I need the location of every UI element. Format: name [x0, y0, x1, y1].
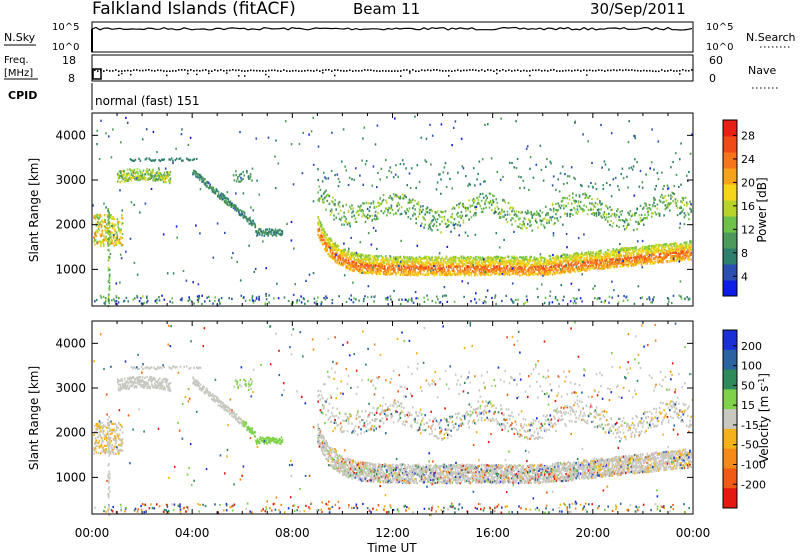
power-colorbar-segment — [723, 248, 737, 265]
velocity-colorbar-segment — [723, 468, 737, 489]
freq-label: Freq. — [4, 55, 29, 66]
velocity-colorbar-tick-3: 15 — [741, 399, 755, 412]
date-label: 30/Sep/2011 — [590, 0, 686, 18]
power-colorbar-segment — [723, 120, 737, 137]
freq-tick-top: 18 — [62, 54, 76, 67]
x-tick-label-4: 16:00 — [475, 526, 510, 540]
velocity-colorbar-tick-2: 50 — [741, 379, 755, 392]
velocity-heatmap — [93, 321, 694, 517]
freq-panel — [91, 54, 694, 82]
power-colorbar-segment — [723, 152, 737, 169]
freq-tick-bottom: 8 — [68, 72, 75, 85]
velocity-colorbar-segment — [723, 488, 737, 509]
velocity-ylabel: Slant Range [km] — [27, 366, 41, 470]
freq-trace — [92, 68, 693, 80]
cpid-value: normal (fast) 151 — [95, 94, 199, 108]
velocity-colorbar-segment — [723, 409, 737, 430]
power-colorbar-segment — [723, 232, 737, 249]
nsearch-tick-top: 10^5 — [706, 22, 733, 33]
power-colorbar-tick-5: 24 — [741, 153, 755, 166]
x-tick-label-3: 12:00 — [375, 526, 410, 540]
nave-label: Nave — [748, 64, 776, 77]
beam-label: Beam 11 — [353, 0, 420, 18]
power-colorbar-segment — [723, 216, 737, 233]
velocity-colorbar-tick-0: 200 — [741, 340, 762, 353]
power-colorbar-label: Power [dB] — [755, 177, 769, 242]
power-colorbar: 4 8 12 16 20 24 28 — [722, 119, 755, 297]
velocity-y-ticks: 1000 2000 3000 4000 — [55, 336, 693, 484]
nsky-trace — [91, 26, 693, 52]
x-tick-label-0: 00:00 — [75, 526, 110, 540]
power-colorbar-segment — [723, 280, 737, 297]
velocity-panel-frame — [91, 320, 694, 515]
velocity-colorbar: 200 100 50 15 -15 -50 -100 -200 — [722, 329, 766, 509]
x-tick-label-2: 08:00 — [275, 526, 310, 540]
station-title: Falkland Islands (fitACF) — [92, 0, 296, 19]
velocity-ytick-label-3: 4000 — [55, 336, 86, 350]
power-colorbar-tick-6: 28 — [741, 129, 755, 142]
power-colorbar-tick-0: 4 — [741, 270, 748, 283]
nsearch-label: N.Search — [746, 31, 796, 44]
power-ytick-label-0: 1000 — [55, 262, 86, 276]
power-colorbar-segment — [723, 168, 737, 185]
velocity-colorbar-segment — [723, 369, 737, 390]
power-y-ticks: 1000 2000 3000 4000 — [55, 128, 693, 276]
power-colorbar-tick-1: 8 — [741, 247, 748, 260]
freq-unit: [MHz] — [4, 68, 33, 79]
velocity-colorbar-segment — [723, 448, 737, 469]
nsky-tick-top: 10^5 — [52, 22, 79, 33]
nsky-label: N.Sky — [4, 31, 36, 44]
x-tick-label-1: 04:00 — [175, 526, 210, 540]
nave-tick-top: 60 — [709, 54, 723, 67]
velocity-colorbar-tick-5: -50 — [741, 439, 759, 452]
power-ylabel: Slant Range [km] — [27, 158, 41, 262]
power-heatmap — [92, 115, 693, 308]
velocity-ytick-label-1: 2000 — [55, 426, 86, 440]
time-xlabel: Time UT — [366, 541, 417, 554]
velocity-colorbar-tick-1: 100 — [741, 360, 762, 373]
velocity-colorbar-segment — [723, 389, 737, 410]
x-tick-label-5: 20:00 — [576, 526, 611, 540]
nsky-tick-bottom: 10^0 — [52, 42, 79, 53]
time-x-ticks: 00:00 04:00 08:00 12:00 16:00 20:00 00:00 — [75, 113, 711, 540]
power-colorbar-segment — [723, 264, 737, 281]
nsearch-tick-bottom: 10^0 — [706, 42, 733, 53]
velocity-colorbar-segment — [723, 330, 737, 351]
nsky-panel — [91, 21, 694, 53]
velocity-ytick-label-0: 1000 — [55, 470, 86, 484]
cpid-label: CPID — [8, 89, 37, 102]
power-colorbar-segment — [723, 200, 737, 217]
power-colorbar-tick-2: 12 — [741, 223, 755, 236]
power-colorbar-tick-3: 16 — [741, 200, 755, 213]
velocity-ytick-label-2: 3000 — [55, 381, 86, 395]
power-colorbar-segment — [723, 136, 737, 153]
x-tick-label-6: 00:00 — [676, 526, 711, 540]
velocity-colorbar-segment — [723, 428, 737, 450]
power-ytick-label-1: 2000 — [55, 218, 86, 232]
velocity-colorbar-tick-4: -15 — [741, 419, 759, 432]
velocity-colorbar-tick-6: -100 — [741, 458, 766, 471]
power-colorbar-segment — [723, 184, 737, 201]
power-ytick-label-3: 4000 — [55, 128, 86, 142]
power-ytick-label-2: 3000 — [55, 173, 86, 187]
velocity-colorbar-label: Velocity [m s-1] — [757, 373, 771, 463]
power-colorbar-tick-4: 20 — [741, 176, 755, 189]
nave-tick-bottom: 0 — [709, 72, 716, 85]
velocity-colorbar-tick-7: -200 — [741, 478, 766, 491]
velocity-colorbar-segment — [723, 349, 737, 371]
